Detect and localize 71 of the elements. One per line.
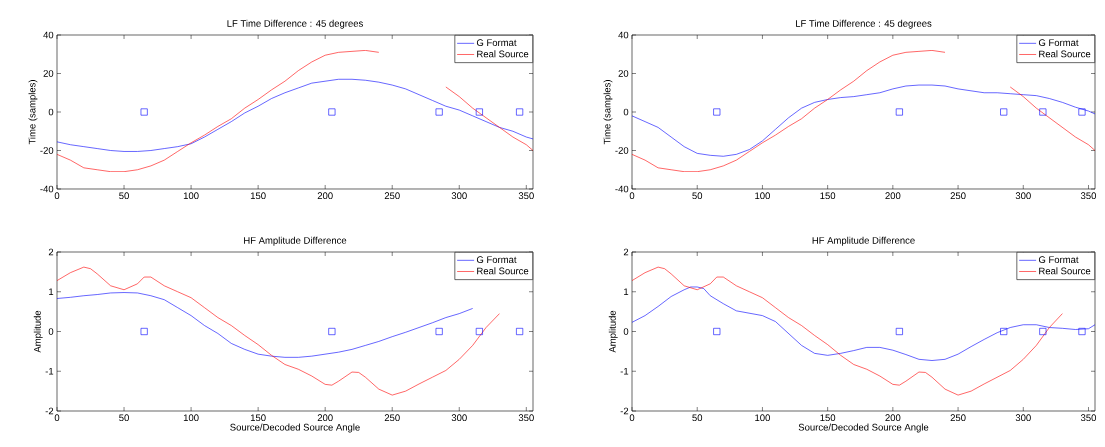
y-tick-label: -40 (615, 185, 629, 193)
x-tick-label: 100 (755, 192, 770, 200)
x-tick-label: 0 (629, 414, 635, 422)
x-tick-label: 300 (1015, 192, 1031, 200)
y-tick-label: -20 (615, 147, 629, 154)
y-tick-label: 2 (48, 248, 54, 256)
x-tick-label: 100 (755, 414, 770, 422)
x-tick-label: 50 (119, 414, 129, 422)
y-tick-label: 20 (43, 70, 54, 77)
legend-label: Real Source (477, 267, 529, 275)
y-axis-title: Amplitude (33, 310, 43, 353)
x-axis-title: Source/Decoded Source Angle (230, 423, 360, 433)
x-tick-label: 350 (518, 414, 534, 422)
x-axis-title: Source/Decoded Source Angle (798, 423, 929, 433)
x-tick-label: 100 (183, 192, 199, 200)
legend-label: Real Source (1039, 50, 1091, 58)
y-tick-label: 0 (623, 108, 629, 116)
legend-label: G Format (476, 39, 517, 47)
x-tick-label: 200 (317, 414, 333, 422)
y-tick-label: 20 (618, 70, 629, 77)
x-tick-label: 150 (820, 414, 836, 422)
x-tick-label: 300 (451, 414, 467, 422)
y-tick-label: -2 (45, 407, 54, 415)
chart-title: LF Time Difference : 45 degrees (227, 19, 363, 29)
x-tick-label: 250 (950, 192, 966, 200)
y-axis-title: Amplitude (608, 310, 618, 353)
chart-title: HF Amplitude Difference (812, 236, 915, 246)
y-tick-label: 0 (623, 328, 629, 335)
legend-label: G Format (1038, 256, 1079, 264)
y-tick-label: 0 (48, 328, 54, 335)
x-tick-label: 150 (250, 414, 266, 422)
x-tick-label: 250 (950, 414, 966, 422)
y-tick-label: 1 (49, 288, 54, 296)
x-tick-label: 300 (451, 192, 467, 200)
y-tick-label: 40 (43, 31, 54, 39)
x-tick-label: 150 (820, 192, 836, 200)
legend-label: G Format (476, 256, 517, 264)
y-tick-label: 40 (618, 31, 629, 39)
y-axis-title: Time (samples) (28, 80, 38, 145)
x-tick-label: 0 (54, 192, 60, 200)
y-tick-label: 1 (624, 288, 629, 296)
x-tick-label: 100 (183, 414, 199, 422)
chart-title: LF Time Difference : 45 degrees (796, 19, 932, 29)
y-tick-label: -1 (45, 367, 54, 375)
x-tick-label: 200 (885, 414, 901, 422)
x-tick-label: 300 (1015, 414, 1031, 422)
x-tick-label: 50 (119, 192, 129, 200)
chart-title: HF Amplitude Difference (244, 236, 347, 246)
y-tick-label: -1 (620, 367, 629, 375)
x-tick-label: 350 (518, 192, 534, 200)
x-tick-label: 50 (692, 414, 703, 422)
x-tick-label: 50 (692, 192, 703, 200)
legend-label: G Format (1038, 39, 1079, 47)
x-tick-label: 250 (384, 192, 400, 200)
x-tick-label: 0 (54, 414, 60, 422)
legend-label: Real Source (1039, 267, 1091, 275)
y-tick-label: -40 (40, 185, 54, 193)
line-series (57, 266, 500, 396)
x-tick-label: 250 (384, 414, 400, 422)
y-axis-title: Time (samples) (603, 80, 613, 145)
y-tick-label: -20 (40, 147, 54, 154)
x-tick-label: 0 (629, 192, 635, 200)
x-tick-label: 350 (1080, 414, 1097, 422)
x-tick-label: 350 (1080, 192, 1097, 200)
y-tick-label: 2 (623, 248, 629, 256)
x-tick-label: 150 (250, 192, 266, 200)
y-tick-label: 0 (48, 108, 54, 116)
x-tick-label: 200 (317, 192, 333, 200)
x-tick-label: 200 (885, 192, 901, 200)
legend-label: Real Source (477, 50, 529, 58)
y-tick-label: -2 (620, 407, 629, 415)
